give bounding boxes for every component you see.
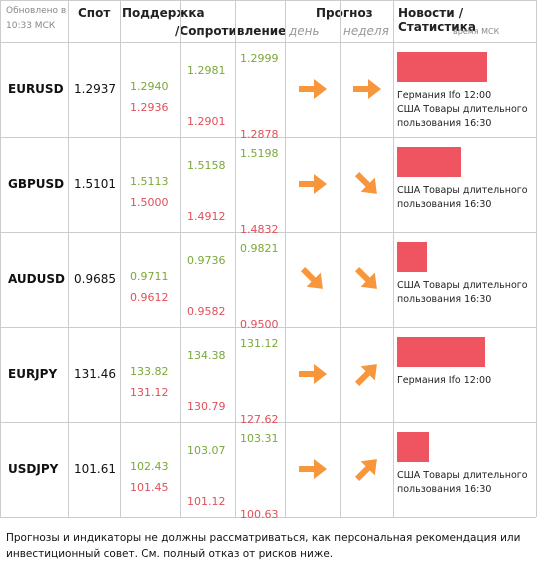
level-down: 1.2878 [240,128,279,141]
grid-line [0,42,536,43]
level-up: 1.5198 [240,147,279,160]
grid-line [68,0,69,517]
spot: 0.9685 [74,272,116,286]
grid-line [0,422,536,423]
news-item: США Товары длительного пользования 16:30 [397,104,528,129]
level-up: 1.5113 [130,175,169,188]
level-down: 1.4832 [240,223,279,236]
resistance-header: /Сопротивление [175,24,287,38]
level-down: 127.62 [240,413,279,426]
support-header: Поддержка [122,6,205,20]
level-down: 0.9612 [130,291,169,304]
level-down: 101.45 [130,481,169,494]
level-down: 130.79 [187,400,226,413]
level-down: 100.63 [240,508,279,521]
news-item: Германия Ifo 12:00 [397,375,492,386]
level-up: 0.9711 [130,270,169,283]
news-bar [397,337,485,367]
level-down: 1.2901 [187,115,226,128]
level-up: 134.38 [187,349,226,362]
level-up: 102.43 [130,460,169,473]
level-up: 0.9736 [187,254,226,267]
grid-line [0,517,536,518]
spot: 101.61 [74,462,116,476]
grid-line [0,137,536,138]
forecast-arrow [296,167,330,205]
level-up: 0.9821 [240,242,279,255]
news-item: Германия Ifo 12:00 [397,90,492,101]
grid-line [285,0,286,517]
level-down: 1.4912 [187,210,226,223]
spot: 1.2937 [74,82,116,96]
forecast-header: Прогноз [316,6,373,20]
grid-line [180,0,181,517]
news-list: США Товары длительного пользования 16:30 [397,184,532,212]
week-header: неделя [343,24,389,38]
level-down: 0.9500 [240,318,279,331]
news-item: США Товары длительного пользования 16:30 [397,280,528,305]
level-down: 0.9582 [187,305,226,318]
news-list: США Товары длительного пользования 16:30 [397,279,532,307]
news-item: США Товары длительного пользования 16:30 [397,470,528,495]
forecast-arrow [350,262,384,300]
grid-line [536,0,537,517]
forecast-arrow [296,452,330,490]
news-bar [397,242,427,272]
level-up: 133.82 [130,365,169,378]
news-item: США Товары длительного пользования 16:30 [397,185,528,210]
news-header: Новости / Статистика [398,6,476,34]
forecast-arrow [350,452,384,490]
grid-line [340,0,341,517]
news-list: Германия Ifo 12:00 США Товары длительного… [397,89,532,131]
level-up: 1.5158 [187,159,226,172]
level-up: 103.31 [240,432,279,445]
forecast-arrow [296,72,330,110]
news-list: США Товары длительного пользования 16:30 [397,469,532,497]
level-up: 1.2999 [240,52,279,65]
level-up: 131.12 [240,337,279,350]
day-header: день [289,24,320,38]
footer: Прогнозы и индикаторы не должны рассматр… [6,532,521,560]
grid-line [120,0,121,517]
forecast-arrow [350,167,384,205]
grid-line [0,232,536,233]
level-up: 1.2940 [130,80,169,93]
grid-line [0,0,1,517]
forecast-arrow [350,72,384,110]
level-down: 131.12 [130,386,169,399]
level-up: 1.2981 [187,64,226,77]
news-bar [397,432,429,462]
news-bar [397,147,461,177]
forecast-arrow [296,357,330,395]
pair: EURUSD [8,82,64,96]
news-bar [397,52,487,82]
pair: AUDUSD [8,272,65,286]
grid-line [235,0,236,517]
grid-line [393,0,394,517]
forecast-arrow [350,357,384,395]
spot: 131.46 [74,367,116,381]
level-down: 101.12 [187,495,226,508]
pair: USDJPY [8,462,59,476]
forecast-arrow [296,262,330,300]
level-down: 1.2936 [130,101,169,114]
level-up: 103.07 [187,444,226,457]
spot: 1.5101 [74,177,116,191]
news-list: Германия Ifo 12:00 [397,374,532,388]
pair: EURJPY [8,367,58,381]
level-down: 1.5000 [130,196,169,209]
pair: GBPUSD [8,177,65,191]
grid-line [0,327,536,328]
news-time: время МСК [453,27,500,36]
grid-line [0,0,536,1]
spot-header: Спот [78,6,111,20]
updated: Обновлено в 10:33 МСК [6,6,67,31]
